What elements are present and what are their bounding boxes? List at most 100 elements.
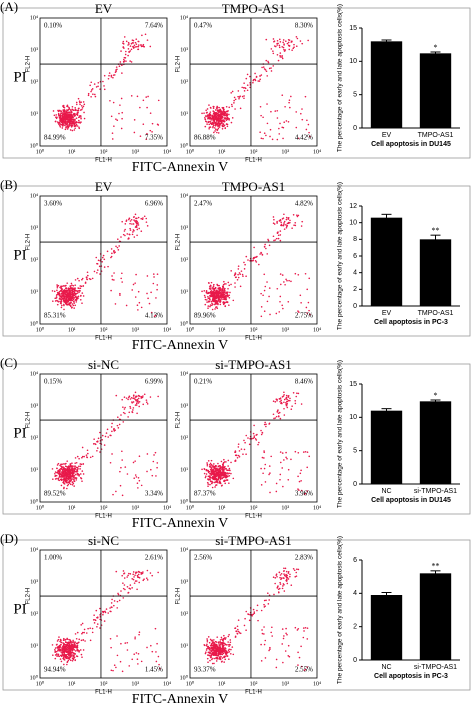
event-dot (129, 573, 132, 575)
event-dot (227, 281, 230, 284)
event-dot (267, 61, 270, 64)
event-dot (64, 299, 67, 301)
event-dot (68, 643, 71, 646)
event-dot (277, 409, 279, 411)
event-dot (215, 656, 217, 659)
bar (419, 401, 452, 484)
event-dot (254, 72, 256, 75)
event-dot (78, 107, 80, 110)
event-dot (61, 290, 63, 293)
event-dot (222, 113, 224, 116)
event-dot (73, 288, 76, 291)
event-dot (218, 114, 220, 116)
flow-x-label: FL1-H (95, 158, 112, 164)
event-dot (219, 472, 222, 475)
quadrant-percent: 2.56% (194, 554, 212, 562)
event-dot (152, 460, 155, 463)
event-dot (61, 113, 64, 116)
event-dot (122, 233, 125, 236)
event-dot (60, 473, 62, 476)
event-dot (300, 469, 302, 472)
event-dot (237, 628, 239, 631)
event-dot (237, 95, 239, 98)
event-dot (99, 88, 101, 90)
event-dot (137, 309, 139, 311)
flow-y-tick: 10² (180, 79, 188, 85)
event-dot (274, 582, 276, 585)
event-dot (79, 109, 82, 111)
event-dot (157, 571, 159, 574)
event-dot (244, 87, 247, 90)
event-dot (115, 570, 118, 573)
event-dot (80, 639, 83, 642)
event-dot (284, 283, 286, 286)
event-dot (264, 463, 267, 466)
event-dot (56, 286, 59, 289)
event-dot (281, 56, 283, 58)
event-dot (259, 75, 261, 77)
event-dot (241, 86, 243, 89)
y-tick-label: 10 (349, 220, 357, 227)
event-dot (61, 468, 63, 471)
event-dot (136, 95, 139, 98)
event-dot (246, 89, 249, 92)
event-dot (132, 571, 135, 573)
event-dot (134, 636, 136, 638)
event-dot (272, 413, 275, 416)
event-dot (253, 435, 256, 437)
bar (370, 41, 403, 129)
event-dot (268, 287, 271, 289)
event-dot (110, 76, 113, 78)
event-dot (206, 639, 209, 642)
event-dot (255, 434, 258, 436)
event-dot (73, 307, 75, 309)
event-dot (234, 460, 236, 462)
event-dot (227, 475, 229, 478)
event-dot (219, 657, 222, 660)
event-dot (136, 588, 138, 591)
event-dot (252, 79, 255, 82)
event-dot (135, 43, 138, 45)
event-dot (229, 291, 231, 294)
event-dot (215, 291, 218, 293)
event-dot (210, 650, 212, 652)
event-dot (201, 290, 203, 293)
event-dot (228, 284, 231, 287)
event-dot (125, 397, 128, 399)
event-dot (218, 117, 221, 120)
event-dot (281, 126, 284, 129)
event-dot (131, 223, 133, 225)
event-dot (228, 645, 230, 647)
event-dot (104, 435, 107, 438)
significance: * (434, 43, 438, 52)
event-dot (122, 582, 124, 584)
event-dot (78, 127, 81, 130)
event-dot (52, 478, 54, 480)
event-dot (226, 292, 229, 295)
event-dot (79, 287, 82, 290)
event-dot (126, 233, 129, 235)
event-dot (63, 643, 66, 645)
event-dot (227, 469, 229, 471)
event-dot (260, 137, 263, 140)
event-dot (213, 293, 215, 296)
event-dot (286, 579, 288, 582)
event-dot (131, 411, 134, 414)
event-dot (233, 102, 235, 104)
event-dot (222, 637, 225, 640)
event-dot (216, 307, 219, 310)
event-dot (216, 467, 218, 469)
event-dot (244, 617, 246, 620)
event-dot (65, 297, 68, 299)
event-dot (66, 295, 69, 297)
y-tick-label: 12 (349, 203, 357, 210)
event-dot (152, 273, 155, 275)
flow-y-label: FL2-H (176, 56, 182, 73)
event-dot (86, 449, 89, 452)
event-dot (214, 649, 216, 651)
event-dot (213, 115, 215, 117)
event-dot (57, 300, 59, 302)
event-dot (230, 461, 232, 464)
event-dot (206, 657, 209, 660)
event-dot (245, 453, 247, 456)
